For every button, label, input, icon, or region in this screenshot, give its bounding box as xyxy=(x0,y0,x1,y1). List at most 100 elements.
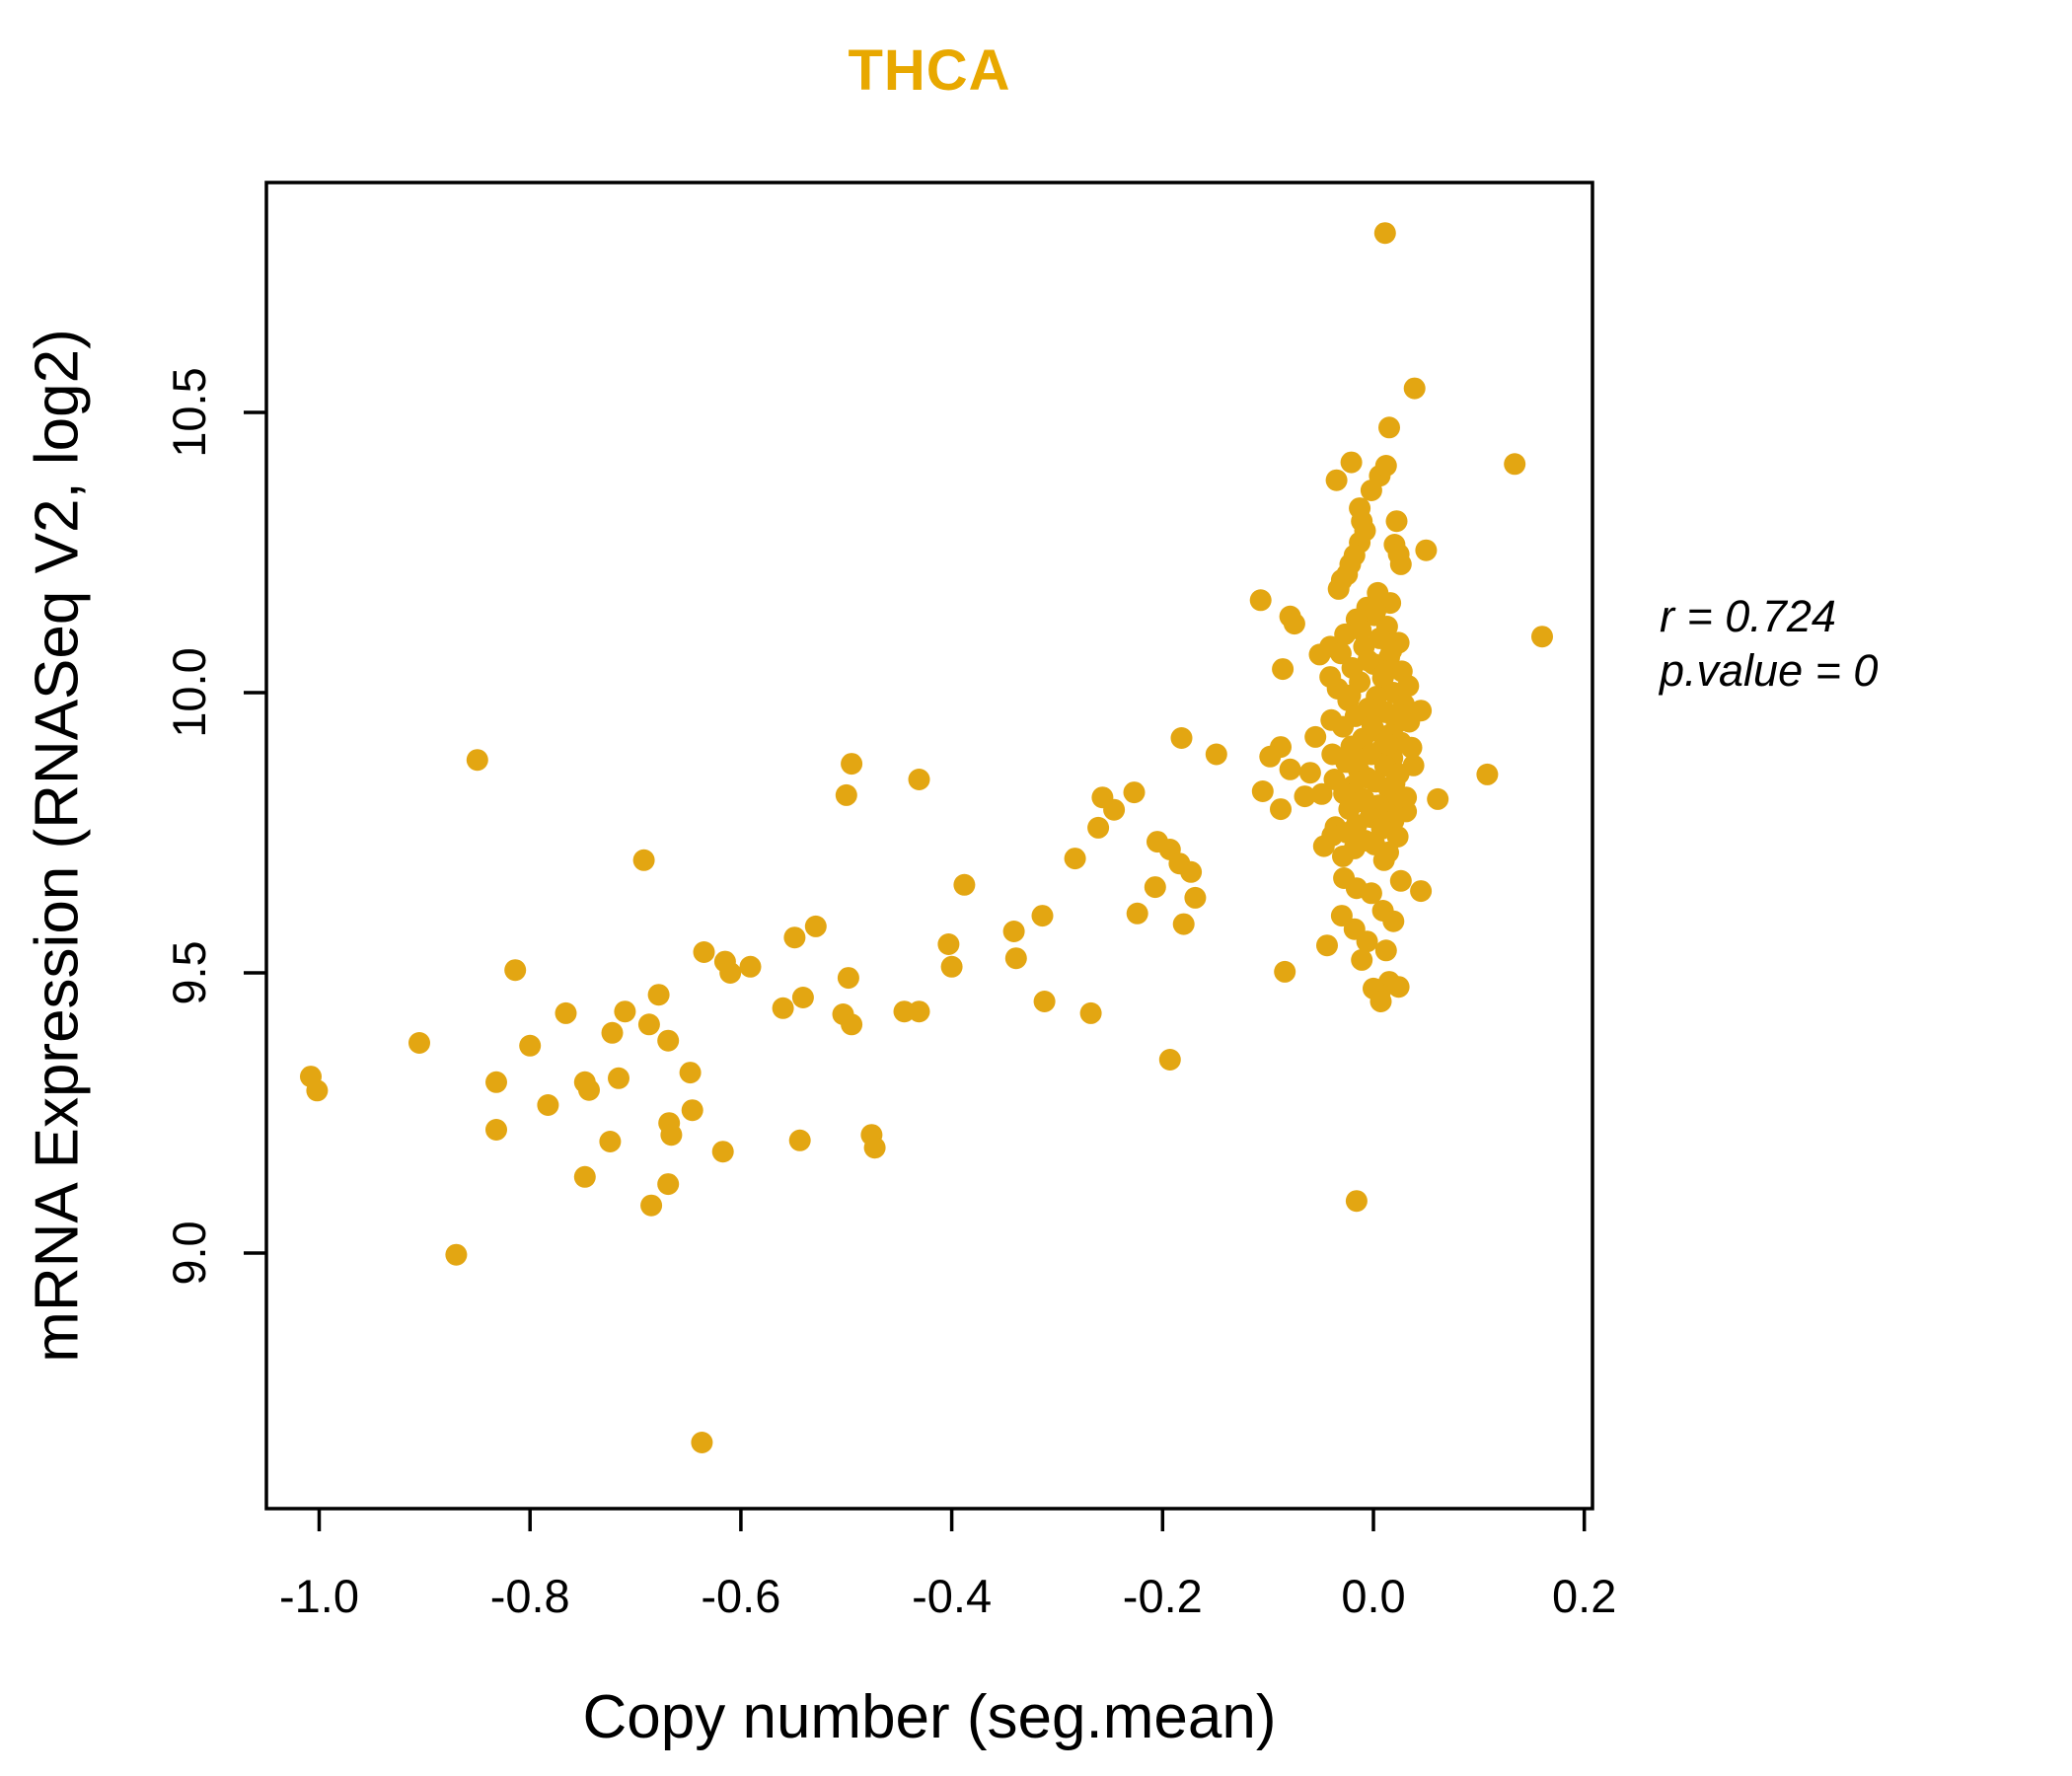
x-tick-label: -1.0 xyxy=(279,1570,359,1622)
data-point xyxy=(537,1094,559,1116)
data-point xyxy=(647,984,670,1006)
chart-title: THCA xyxy=(848,38,1011,103)
data-point xyxy=(1415,539,1438,561)
x-tick-label: -0.8 xyxy=(490,1570,570,1622)
y-axis-ticks: 9.0 9.5 10.0 10.5 xyxy=(163,367,266,1286)
data-point xyxy=(837,967,859,990)
data-point xyxy=(679,1062,702,1084)
data-point xyxy=(555,1001,577,1024)
p-value-text: p.value = 0 xyxy=(1660,644,1879,696)
data-point xyxy=(1180,860,1203,883)
y-tick-label: 10.5 xyxy=(163,367,215,457)
data-point xyxy=(1249,589,1272,612)
data-point xyxy=(519,1034,542,1057)
data-point xyxy=(1158,1049,1181,1071)
data-point xyxy=(1170,727,1193,749)
data-point xyxy=(1205,743,1227,766)
data-point xyxy=(691,1432,713,1453)
data-point xyxy=(1340,451,1363,474)
data-point xyxy=(637,1013,660,1036)
data-point xyxy=(791,987,814,1008)
data-point xyxy=(1251,780,1274,802)
data-point xyxy=(1283,613,1305,635)
data-point xyxy=(408,1032,430,1054)
data-point xyxy=(1004,947,1027,970)
y-axis-label: mRNA Expression (RNASeq V2, log2) xyxy=(23,329,92,1363)
data-point xyxy=(466,749,488,772)
data-point xyxy=(739,955,762,978)
data-point xyxy=(601,1021,624,1044)
data-point xyxy=(640,1194,663,1217)
data-point xyxy=(485,1119,507,1141)
data-point xyxy=(1347,749,1369,772)
data-point xyxy=(1279,758,1301,780)
data-point xyxy=(657,1029,680,1052)
x-tick-label: 0.0 xyxy=(1341,1570,1405,1622)
data-point xyxy=(1298,762,1321,784)
data-point xyxy=(614,1000,636,1023)
data-point xyxy=(1270,798,1292,821)
data-point xyxy=(1374,455,1397,477)
data-point xyxy=(1386,826,1409,848)
data-point xyxy=(504,959,527,982)
data-point xyxy=(937,933,960,955)
data-point xyxy=(1339,684,1362,706)
data-point xyxy=(657,1173,680,1196)
data-point xyxy=(578,1078,600,1101)
data-point xyxy=(1079,1001,1102,1024)
data-point xyxy=(908,769,930,790)
data-point xyxy=(1126,902,1148,925)
data-point xyxy=(1002,921,1025,942)
data-point xyxy=(1259,745,1282,768)
data-point xyxy=(445,1243,468,1266)
data-point xyxy=(1410,700,1433,722)
y-tick-label: 10.0 xyxy=(163,647,215,737)
data-point xyxy=(1372,849,1395,871)
data-point xyxy=(1320,708,1343,731)
x-axis-ticks: -1.0 -0.8 -0.6 -0.4 -0.2 0.0 0.2 xyxy=(279,1509,1616,1622)
data-point xyxy=(1374,939,1397,962)
data-point xyxy=(841,1013,863,1036)
data-point xyxy=(1316,934,1338,957)
data-point xyxy=(599,1131,622,1152)
data-point xyxy=(1388,703,1411,726)
correlation-annotation: r = 0.724 p.value = 0 xyxy=(1660,590,1878,699)
data-point xyxy=(711,1141,734,1163)
data-point xyxy=(632,849,655,871)
data-point xyxy=(1144,876,1166,899)
data-point xyxy=(1531,626,1553,648)
data-point xyxy=(485,1071,507,1093)
data-point xyxy=(1410,880,1433,903)
data-point xyxy=(660,1124,683,1147)
data-point xyxy=(1332,845,1354,867)
data-point xyxy=(908,1000,930,1023)
data-point xyxy=(940,955,963,978)
data-point xyxy=(1372,663,1395,686)
data-point xyxy=(1504,453,1526,476)
data-point xyxy=(1353,787,1375,810)
data-point xyxy=(1402,754,1425,777)
data-point xyxy=(1400,736,1423,759)
x-tick-label: -0.6 xyxy=(701,1570,780,1622)
data-point xyxy=(1373,222,1396,245)
data-point xyxy=(1389,553,1412,575)
y-tick-label: 9.5 xyxy=(163,940,215,1004)
data-point xyxy=(1361,714,1383,737)
data-point xyxy=(1377,733,1399,756)
data-point xyxy=(1357,649,1379,672)
data-point xyxy=(1403,377,1426,400)
data-point xyxy=(1395,786,1418,809)
data-point xyxy=(804,915,827,937)
data-point xyxy=(1312,835,1335,857)
data-point xyxy=(1356,930,1378,953)
data-point xyxy=(1321,743,1344,766)
data-point xyxy=(1184,886,1207,909)
data-point xyxy=(1272,658,1295,681)
data-point xyxy=(1123,781,1146,804)
x-tick-label: -0.2 xyxy=(1123,1570,1203,1622)
data-point xyxy=(1365,600,1387,623)
data-point xyxy=(306,1079,329,1102)
data-point xyxy=(1274,960,1296,983)
